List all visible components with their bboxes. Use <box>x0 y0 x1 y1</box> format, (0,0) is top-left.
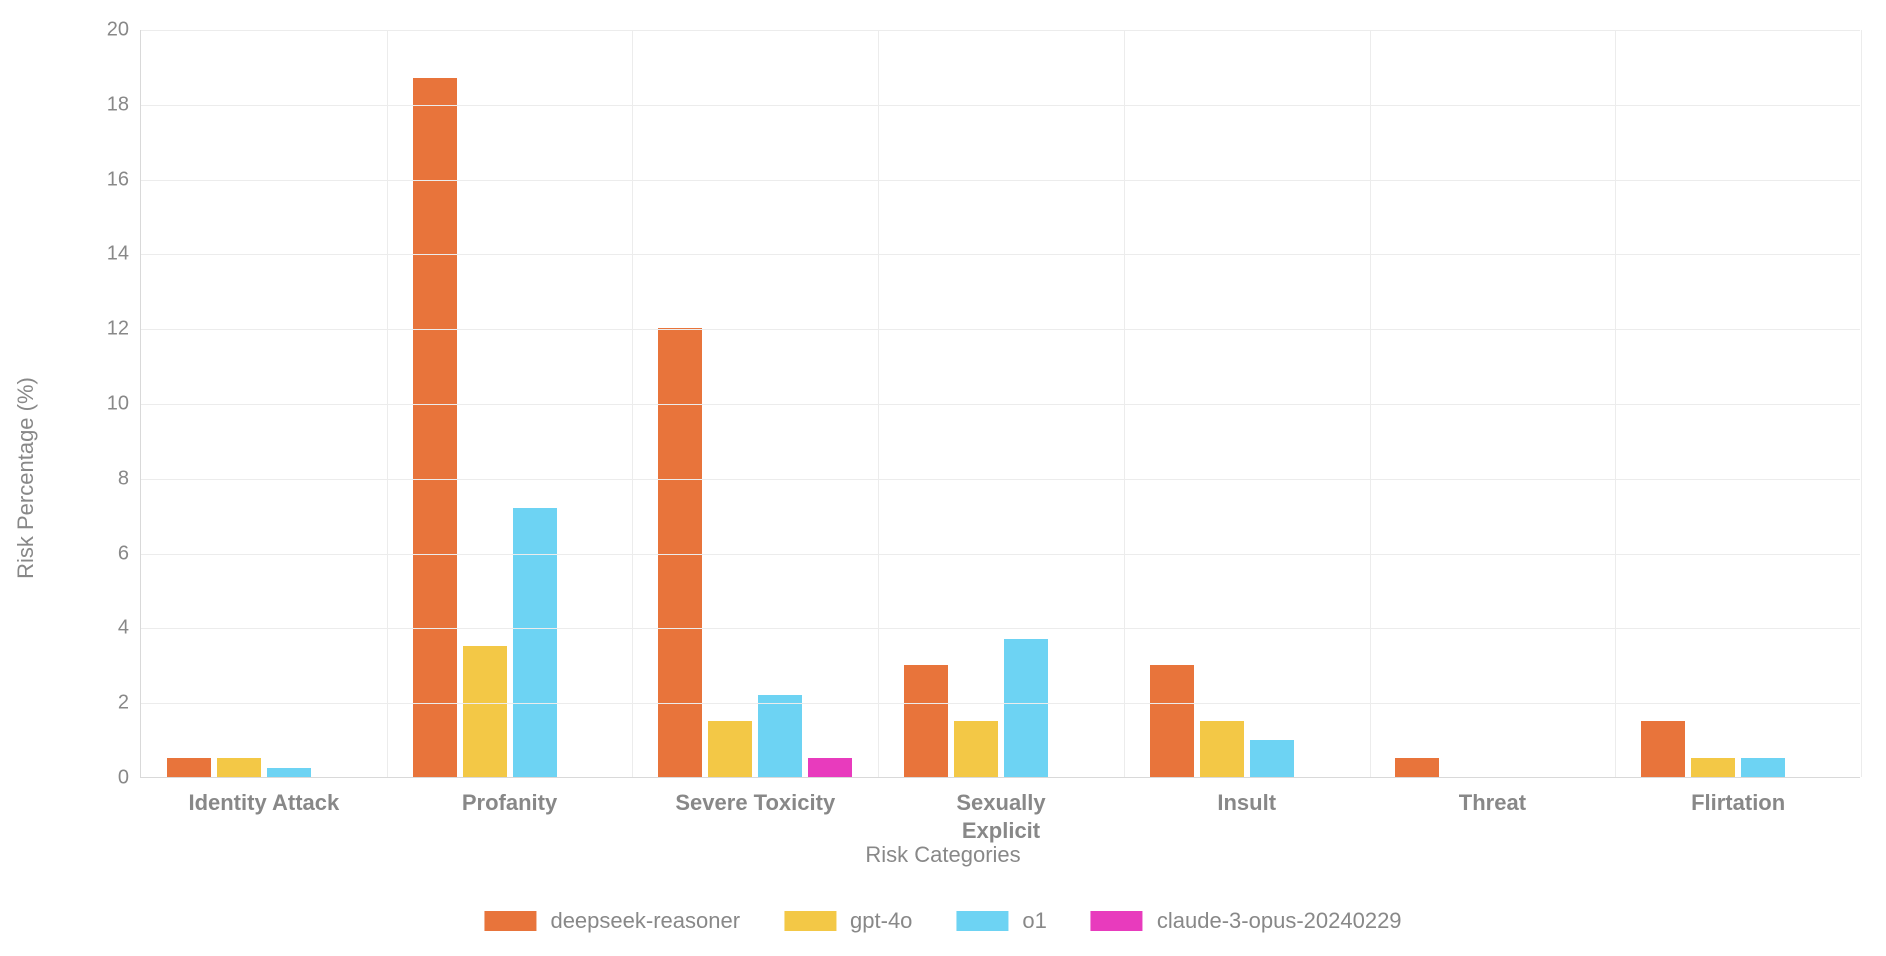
gridline-h <box>141 329 1860 330</box>
legend-item[interactable]: gpt-4o <box>784 908 912 934</box>
gridline-h <box>141 703 1860 704</box>
gridline-v <box>1370 30 1371 777</box>
bar <box>1004 639 1048 777</box>
x-tick-label: Severe Toxicity <box>675 777 835 817</box>
x-tick-label: Identity Attack <box>188 777 339 817</box>
bar <box>758 695 802 777</box>
bar <box>808 758 852 777</box>
y-tick-label: 10 <box>107 393 141 416</box>
bar <box>954 721 998 777</box>
gridline-v <box>387 30 388 777</box>
y-tick-label: 18 <box>107 93 141 116</box>
x-tick-label: Profanity <box>462 777 557 817</box>
y-tick-label: 6 <box>118 542 141 565</box>
legend-swatch <box>784 911 836 931</box>
bar <box>513 508 557 777</box>
gridline-v <box>878 30 879 777</box>
y-tick-label: 0 <box>118 767 141 790</box>
y-tick-label: 4 <box>118 617 141 640</box>
x-tick-label: Flirtation <box>1691 777 1785 817</box>
gridline-v <box>1861 30 1862 777</box>
y-axis-label: Risk Percentage (%) <box>13 377 39 579</box>
gridline-h <box>141 554 1860 555</box>
gridline-h <box>141 105 1860 106</box>
bar <box>1741 758 1785 777</box>
legend-item[interactable]: claude-3-opus-20240229 <box>1091 908 1402 934</box>
gridline-h <box>141 180 1860 181</box>
legend-item[interactable]: deepseek-reasoner <box>484 908 740 934</box>
gridline-h <box>141 30 1860 31</box>
y-tick-label: 8 <box>118 467 141 490</box>
gridline-h <box>141 479 1860 480</box>
gridline-h <box>141 254 1860 255</box>
bar <box>1250 740 1294 777</box>
legend-item[interactable]: o1 <box>956 908 1046 934</box>
bar <box>904 665 948 777</box>
gridline-h <box>141 404 1860 405</box>
bar <box>463 646 507 777</box>
legend-swatch <box>484 911 536 931</box>
y-tick-label: 16 <box>107 168 141 191</box>
bar <box>1641 721 1685 777</box>
bar <box>267 768 311 777</box>
legend-swatch <box>956 911 1008 931</box>
bar <box>658 328 702 777</box>
gridline-v <box>1124 30 1125 777</box>
bar <box>708 721 752 777</box>
plot-area: 02468101214161820Identity AttackProfanit… <box>140 30 1860 778</box>
bar <box>413 78 457 777</box>
gridline-h <box>141 628 1860 629</box>
legend-label: gpt-4o <box>850 908 912 934</box>
y-tick-label: 12 <box>107 318 141 341</box>
bar <box>1395 758 1439 777</box>
bar <box>1691 758 1735 777</box>
bar <box>217 758 261 777</box>
bar <box>1150 665 1194 777</box>
x-axis-label: Risk Categories <box>865 842 1020 868</box>
legend: deepseek-reasoner gpt-4o o1 claude-3-opus-2… <box>484 908 1401 934</box>
legend-label: deepseek-reasoner <box>550 908 740 934</box>
y-tick-label: 20 <box>107 19 141 42</box>
bar <box>1200 721 1244 777</box>
bar <box>167 758 211 777</box>
gridline-v <box>1615 30 1616 777</box>
legend-label: claude-3-opus-20240229 <box>1157 908 1402 934</box>
x-tick-label: Threat <box>1459 777 1526 817</box>
y-tick-label: 2 <box>118 692 141 715</box>
y-tick-label: 14 <box>107 243 141 266</box>
legend-swatch <box>1091 911 1143 931</box>
gridline-v <box>632 30 633 777</box>
x-tick-label: Insult <box>1217 777 1276 817</box>
legend-label: o1 <box>1022 908 1046 934</box>
risk-chart: Risk Percentage (%) 02468101214161820Ide… <box>0 0 1886 956</box>
x-tick-label: Sexually Explicit <box>956 777 1045 844</box>
